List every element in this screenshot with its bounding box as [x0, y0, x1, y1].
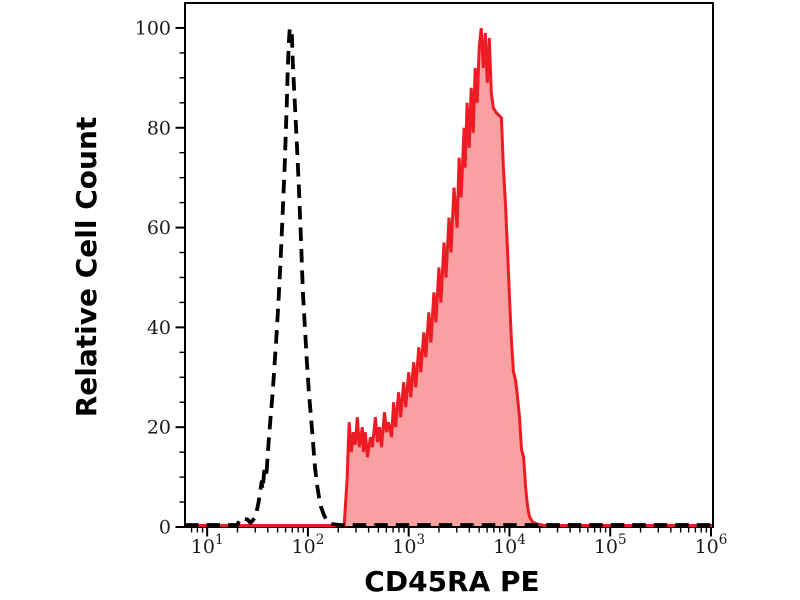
x-tick-label: 104 — [493, 532, 526, 558]
y-tick-label: 0 — [159, 517, 171, 539]
y-tick-label: 80 — [147, 117, 171, 139]
tick-label-layer: 101 102 103 104 105 106 0 20 40 60 80 100 — [135, 17, 728, 558]
x-axis-title: CD45RA PE — [364, 565, 539, 598]
stained-histogram-fill — [185, 28, 712, 527]
x-tick-label: 101 — [191, 532, 224, 558]
y-tick-label: 60 — [147, 217, 171, 239]
stained-histogram-curve — [185, 27, 712, 527]
control-histogram-curve — [185, 26, 712, 527]
y-tick-label: 100 — [135, 17, 171, 39]
y-tick-label: 20 — [147, 417, 171, 439]
tick-marks — [175, 26, 712, 537]
y-axis-title: Relative Cell Count — [70, 117, 103, 418]
y-tick-label: 40 — [147, 317, 171, 339]
plot-border — [184, 2, 714, 528]
plot-layer — [175, 2, 714, 537]
x-tick-label: 103 — [392, 532, 425, 558]
x-tick-label: 102 — [292, 532, 325, 558]
x-tick-label: 106 — [695, 532, 728, 558]
x-tick-label: 105 — [594, 532, 627, 558]
